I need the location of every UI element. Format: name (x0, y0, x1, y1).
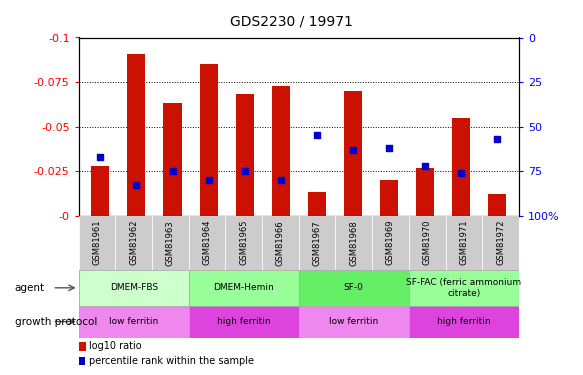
Text: log10 ratio: log10 ratio (89, 341, 141, 351)
Point (132, 182, 141, 188)
Text: GSM81970: GSM81970 (423, 220, 431, 266)
Bar (226, 216, 262, 270)
Bar (308, 192, 326, 216)
Text: GSM81969: GSM81969 (386, 220, 395, 266)
Bar (372, 216, 409, 270)
Text: GSM81964: GSM81964 (202, 220, 212, 266)
Bar (452, 118, 470, 216)
Bar (335, 216, 372, 270)
Bar (380, 180, 398, 216)
Bar (79, 306, 189, 338)
Bar (189, 270, 299, 306)
Bar (445, 216, 482, 270)
Point (493, 136, 502, 142)
Point (276, 177, 286, 183)
Point (240, 168, 250, 174)
Bar (79, 306, 519, 338)
Text: GSM81963: GSM81963 (166, 220, 175, 266)
Text: DMEM-Hemin: DMEM-Hemin (213, 284, 274, 292)
Bar (236, 94, 254, 216)
Bar (79, 270, 189, 306)
Bar (272, 86, 290, 216)
Point (348, 147, 357, 153)
Text: GSM81968: GSM81968 (349, 220, 359, 266)
Point (204, 177, 213, 183)
Text: GSM81961: GSM81961 (93, 220, 101, 266)
Bar (79, 342, 86, 351)
Text: agent: agent (15, 283, 45, 293)
Bar (189, 216, 226, 270)
Point (456, 170, 466, 176)
Bar (299, 270, 409, 306)
Bar (409, 216, 445, 270)
Bar (482, 216, 519, 270)
Text: SF-FAC (ferric ammonium
citrate): SF-FAC (ferric ammonium citrate) (406, 278, 521, 297)
Point (312, 132, 321, 138)
Bar (299, 216, 335, 270)
Point (420, 163, 430, 169)
Text: high ferritin: high ferritin (217, 317, 271, 326)
Text: GSM81972: GSM81972 (496, 220, 505, 266)
Bar (299, 306, 409, 338)
Point (168, 168, 177, 174)
Text: growth protocol: growth protocol (15, 316, 97, 327)
Text: GDS2230 / 19971: GDS2230 / 19971 (230, 14, 353, 28)
Bar (262, 216, 298, 270)
Bar (409, 270, 519, 306)
Bar (163, 104, 181, 216)
Bar (115, 216, 152, 270)
Bar (488, 194, 506, 216)
Text: DMEM-FBS: DMEM-FBS (110, 284, 158, 292)
Bar (344, 91, 362, 216)
Bar (409, 306, 519, 338)
Text: GSM81965: GSM81965 (239, 220, 248, 266)
Text: GSM81971: GSM81971 (459, 220, 468, 266)
Text: low ferritin: low ferritin (329, 317, 378, 326)
Bar (79, 216, 115, 270)
Bar (79, 270, 519, 306)
Text: GSM81967: GSM81967 (312, 220, 322, 266)
Bar (199, 64, 217, 216)
Bar (79, 357, 85, 364)
Bar (189, 306, 299, 338)
Text: SF-0: SF-0 (344, 284, 364, 292)
Text: GSM81962: GSM81962 (129, 220, 138, 266)
Text: low ferritin: low ferritin (109, 317, 159, 326)
Point (384, 145, 394, 151)
Bar (92, 166, 110, 216)
Bar (416, 168, 434, 216)
Text: high ferritin: high ferritin (437, 317, 491, 326)
Bar (152, 216, 189, 270)
Bar (128, 54, 145, 216)
Text: GSM81966: GSM81966 (276, 220, 285, 266)
Point (96, 154, 105, 160)
Text: percentile rank within the sample: percentile rank within the sample (89, 356, 254, 366)
